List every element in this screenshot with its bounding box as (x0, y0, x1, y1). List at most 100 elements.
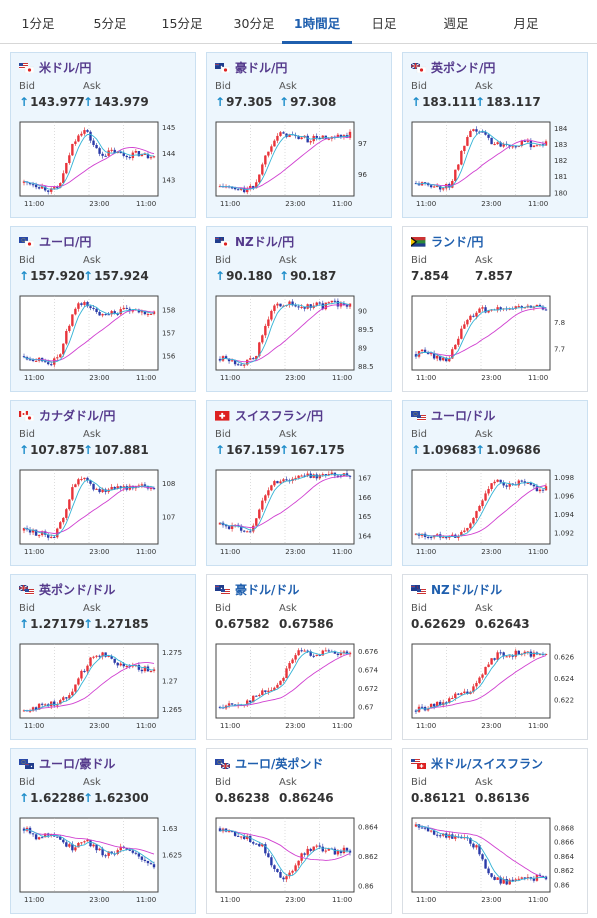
bid-value: ↑1.09683 (411, 443, 477, 457)
currency-pair-title[interactable]: スイスフラン/円 (215, 407, 323, 423)
price-chart[interactable]: 1.275 1.27 1.265 11:00 23:00 11:00 (18, 642, 192, 734)
candle (445, 537, 448, 539)
currency-card[interactable]: NZドル/ドル Bid Ask 0.62629 0.62643 0.626 0.624 0.6… (402, 574, 588, 740)
x-tick-label: 23:00 (481, 374, 501, 382)
currency-card[interactable]: 英ポンド/ドル Bid Ask ↑1.27179 ↑1.27185 1.275 1.27 1.… (10, 574, 196, 740)
price-chart[interactable]: 0.676 0.674 0.672 0.67 11:00 23:00 11:00 (214, 642, 388, 734)
candle (496, 877, 499, 880)
candle (508, 879, 511, 885)
candle (134, 151, 138, 153)
tab-4[interactable]: 30分足 (233, 16, 275, 31)
currency-pair-title[interactable]: 米ドル/円 (19, 59, 91, 75)
currency-card[interactable]: ユーロ/英ポンド Bid Ask 0.86238 0.86246 0.864 0.862 0.… (206, 748, 392, 914)
currency-card[interactable]: カナダドル/円 Bid Ask ↑107.875 ↑107.881 108 107 11:00… (10, 400, 196, 566)
currency-pair-title[interactable]: 豪ドル/円 (215, 59, 287, 75)
tab-6[interactable]: 日足 (371, 16, 397, 31)
currency-pair-title[interactable]: 豪ドル/ドル (215, 581, 299, 597)
currency-pair-title[interactable]: 米ドル/スイスフラン (411, 755, 543, 771)
currency-pair-title[interactable]: 英ポンド/ドル (18, 581, 115, 597)
currency-card[interactable]: NZドル/円 Bid Ask ↑90.180 ↑90.187 90 89.5 89 88.5 11… (206, 226, 392, 392)
currency-pair-title[interactable]: ユーロ/ドル (411, 407, 495, 423)
candle (342, 303, 346, 305)
candle (224, 525, 228, 527)
currency-pair-title[interactable]: ユーロ/英ポンド (215, 755, 323, 771)
currency-pair-title[interactable]: ユーロ/円 (19, 233, 91, 249)
candle (68, 499, 71, 510)
currency-card[interactable]: ユーロ/豪ドル Bid Ask ↑1.62286 ↑1.62300 1.63 1.625 11… (10, 748, 196, 914)
tab-2[interactable]: 5分足 (93, 16, 127, 31)
price-chart[interactable]: 7.8 7.7 11:00 23:00 11:00 (410, 294, 584, 386)
candle (487, 488, 490, 494)
candle (110, 655, 113, 659)
candle (31, 184, 35, 186)
candle (242, 187, 246, 193)
x-tick-label: 11:00 (528, 200, 548, 208)
ask-value: 7.857 (475, 269, 513, 283)
currency-card[interactable]: 米ドル/円 Bid Ask ↑143.977 ↑143.979 145 144 143 11:0… (10, 52, 196, 218)
candle (508, 483, 511, 487)
candle (236, 189, 240, 191)
currency-card[interactable]: 英ポンド/円 Bid Ask ↑183.111 ↑183.117 184 183 182 181… (402, 52, 588, 218)
currency-card[interactable]: 豪ドル/円 Bid Ask ↑97.305 ↑97.308 97 96 11:00 23:00 1… (206, 52, 392, 218)
tab-5[interactable]: 1時間足 (282, 0, 352, 44)
currency-card[interactable]: 豪ドル/ドル Bid Ask 0.67582 0.67586 0.676 0.674 0.67… (206, 574, 392, 740)
candle (321, 135, 324, 139)
tab-7[interactable]: 週足 (443, 16, 469, 31)
currency-pair-title[interactable]: 英ポンド/円 (410, 59, 495, 75)
tab-3[interactable]: 15分足 (161, 16, 203, 31)
price-chart[interactable]: 1.63 1.625 11:00 23:00 11:00 (18, 816, 192, 908)
currency-pair-title[interactable]: カナダドル/円 (19, 407, 115, 423)
candle (89, 657, 92, 666)
ask-label: Ask (279, 81, 297, 92)
currency-pair-title[interactable]: NZドル/円 (215, 233, 294, 249)
tab-1[interactable]: 1分足 (21, 16, 55, 31)
y-tick-label: 0.864 (358, 823, 379, 831)
currency-pair-title[interactable]: ランド/円 (411, 233, 483, 249)
candle (466, 319, 469, 325)
candle (50, 188, 53, 192)
candle (230, 187, 234, 189)
x-tick-label: 11:00 (332, 200, 352, 208)
candle (481, 131, 484, 133)
long-moving-average (415, 823, 547, 879)
currency-card[interactable]: ユーロ/ドル Bid Ask ↑1.09683 ↑1.09686 1.098 1.096 1.… (402, 400, 588, 566)
candle (469, 838, 472, 844)
candle (496, 307, 499, 311)
price-chart[interactable]: 0.864 0.862 0.86 11:00 23:00 11:00 (214, 816, 388, 908)
up-arrow-icon: ↑ (83, 443, 94, 457)
ask-label: Ask (279, 777, 297, 788)
price-chart[interactable]: 158 157 156 11:00 23:00 11:00 (18, 294, 192, 386)
price-chart[interactable]: 1.098 1.096 1.094 1.092 11:00 23:00 11:00 (410, 468, 584, 560)
candle (496, 479, 499, 482)
price-chart[interactable]: 90 89.5 89 88.5 11:00 23:00 11:00 (214, 294, 388, 386)
candle (218, 522, 222, 525)
currency-card[interactable]: スイスフラン/円 Bid Ask ↑167.159 ↑167.175 167 166 165 1… (206, 400, 392, 566)
candle (137, 151, 141, 157)
candle (56, 187, 59, 189)
currency-pair-title[interactable]: NZドル/ドル (411, 581, 502, 597)
y-tick-label: 182 (554, 157, 567, 165)
currency-card[interactable]: ランド/円 Bid Ask 7.854 7.857 7.8 7.7 11:00 23:00 11:… (402, 226, 588, 392)
candle (414, 824, 418, 827)
currency-card[interactable]: ユーロ/円 Bid Ask ↑157.920 ↑157.924 158 157 156 11:0… (10, 226, 196, 392)
price-chart[interactable]: 145 144 143 11:00 23:00 11:00 (18, 120, 192, 212)
price-chart[interactable]: 0.868 0.866 0.864 0.862 0.86 11:00 23:00 11:00 (410, 816, 584, 908)
candle (116, 313, 119, 315)
x-tick-label: 11:00 (416, 548, 436, 556)
price-chart[interactable]: 108 107 11:00 23:00 11:00 (18, 468, 192, 560)
candle (285, 876, 288, 880)
candle (34, 529, 38, 536)
candle (227, 703, 231, 706)
candle (517, 306, 520, 308)
currency-pair-title[interactable]: ユーロ/豪ドル (19, 755, 115, 771)
price-chart[interactable]: 0.626 0.624 0.622 11:00 23:00 11:00 (410, 642, 584, 734)
currency-card[interactable]: 米ドル/スイスフラン Bid Ask 0.86121 0.86136 0.868 0.866… (402, 748, 588, 914)
price-chart[interactable]: 184 183 182 181 180 11:00 23:00 11:00 (410, 120, 584, 212)
tab-8[interactable]: 月足 (513, 16, 539, 31)
up-arrow-icon: ↑ (83, 791, 94, 805)
price-chart[interactable]: 97 96 11:00 23:00 11:00 (214, 120, 388, 212)
ask-label: Ask (475, 81, 493, 92)
price-chart[interactable]: 167 166 165 164 11:00 23:00 11:00 (214, 468, 388, 560)
ask-label: Ask (83, 603, 101, 614)
up-arrow-icon: ↑ (279, 269, 290, 283)
